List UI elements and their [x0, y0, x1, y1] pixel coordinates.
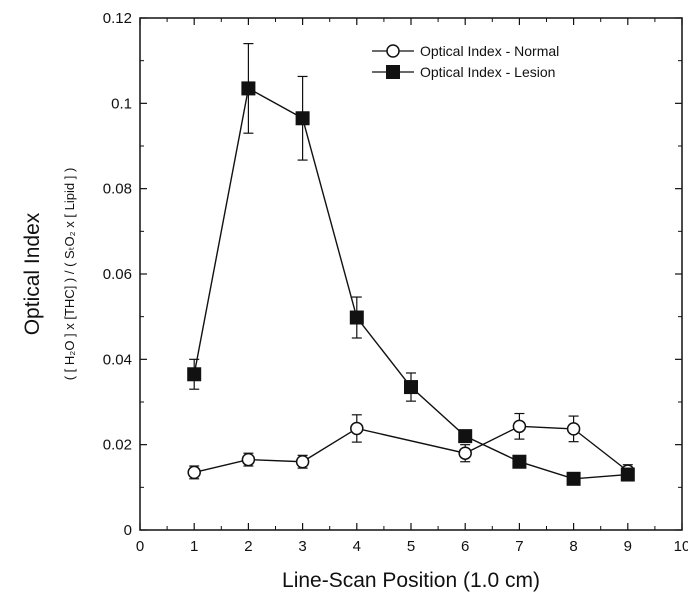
x-axis-title: Line-Scan Position (1.0 cm): [282, 569, 540, 592]
x-tick-label: 8: [569, 538, 577, 555]
legend-label-normal: Optical Index - Normal: [420, 43, 559, 59]
y-axis-title: Optical Index: [21, 212, 44, 335]
data-point: [295, 454, 310, 469]
x-tick-label: 1: [190, 538, 198, 555]
data-point: [241, 81, 256, 96]
data-point: [404, 380, 418, 395]
series-layer: [187, 42, 635, 486]
data-point: [187, 367, 202, 382]
y-tick-label: 0.1: [111, 95, 132, 112]
data-point: [349, 310, 364, 325]
data-point: [566, 422, 581, 436]
plot-frame: [139, 17, 683, 531]
data-point: [458, 429, 473, 444]
data-point: [512, 419, 527, 434]
series-lesion: [187, 42, 635, 486]
y-tick-label: 0.12: [103, 10, 132, 27]
x-tick-label: 5: [407, 538, 415, 555]
y-tick-label: 0.06: [103, 266, 132, 283]
x-tick-label: 10: [674, 538, 688, 555]
data-point: [187, 465, 201, 480]
y-tick-label: 0.04: [103, 351, 132, 368]
x-tick-label: 7: [515, 538, 523, 555]
data-point: [350, 421, 364, 436]
y-tick-label: 0.08: [103, 181, 132, 198]
y-tick-label: 0.02: [103, 437, 132, 454]
x-tick-labels: 0 1 2 3 4 5 6 7 8 9 10: [136, 538, 688, 555]
legend-marker-lesion: [386, 65, 400, 79]
series-line: [194, 425, 629, 474]
x-tick-label: 3: [298, 538, 306, 555]
data-point: [241, 452, 256, 467]
x-tick-label: 6: [461, 538, 469, 555]
y-tick-label: 0: [124, 522, 132, 539]
series-normal: [187, 412, 635, 480]
legend: Optical Index - Normal Optical Index - L…: [372, 43, 559, 80]
legend-marker-normal: [386, 44, 400, 58]
data-point: [620, 467, 635, 482]
x-tick-label: 2: [244, 538, 252, 555]
axis-ticks: [139, 17, 683, 531]
y-tick-labels: 0 0.02 0.04 0.06 0.08 0.1 0.12: [103, 10, 132, 539]
x-tick-label: 0: [136, 538, 144, 555]
x-tick-label: 4: [353, 538, 361, 555]
data-point: [458, 446, 472, 460]
data-point: [512, 454, 527, 469]
series-line: [193, 87, 628, 480]
data-point: [295, 111, 310, 126]
y-axis-subtitle: ( [ H₂O ] x [THC] ) / ( SₜO₂ x [ Lipid ]…: [62, 168, 77, 381]
legend-label-lesion: Optical Index - Lesion: [420, 64, 555, 80]
data-point: [566, 471, 581, 486]
x-tick-label: 9: [624, 538, 632, 555]
